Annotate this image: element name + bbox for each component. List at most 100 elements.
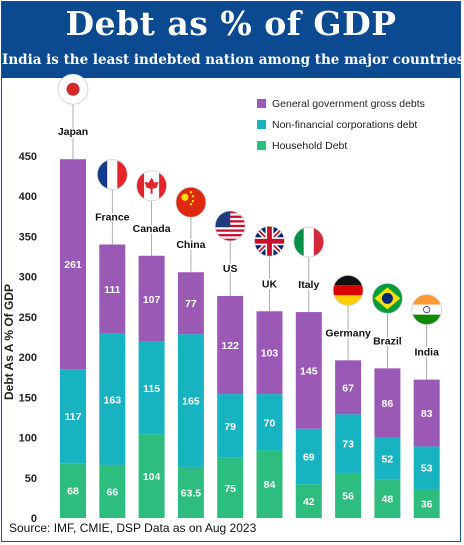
germany-flag-ring bbox=[332, 274, 364, 306]
data-label-us-general-government-gross-debts: 122 bbox=[221, 340, 239, 352]
japan-flag-ring bbox=[57, 73, 89, 105]
bar-segment-brazil-household-debt bbox=[374, 479, 401, 518]
bar-segment-uk-non-financial-corporations-debt bbox=[256, 394, 283, 451]
data-label-canada-household-debt: 104 bbox=[143, 471, 161, 483]
data-label-brazil-general-government-gross-debts: 86 bbox=[382, 398, 394, 410]
bar-segment-india-household-debt bbox=[413, 489, 440, 518]
legend-label-household-debt: Household Debt bbox=[272, 140, 347, 152]
y-tick-label: 100 bbox=[19, 433, 37, 445]
data-label-india-general-government-gross-debts: 83 bbox=[421, 408, 433, 420]
us-flag-ring bbox=[214, 210, 246, 242]
bar-segment-canada-non-financial-corporations-debt bbox=[138, 341, 165, 435]
canada-flag-ring bbox=[136, 170, 168, 202]
data-label-brazil-household-debt: 48 bbox=[382, 494, 394, 506]
us-flag-icon bbox=[215, 210, 246, 241]
legend-label-non-financial-corporations-debt: Non-financial corporations debt bbox=[272, 119, 417, 131]
data-label-us-non-financial-corporations-debt: 79 bbox=[224, 421, 236, 433]
country-label-canada: Canada bbox=[133, 223, 171, 235]
country-label-germany: Germany bbox=[325, 327, 371, 339]
data-label-uk-general-government-gross-debts: 103 bbox=[261, 348, 279, 360]
source-note: Source: IMF, CMIE, DSP Data as on Aug 20… bbox=[9, 521, 257, 535]
bar-segment-india-non-financial-corporations-debt bbox=[413, 446, 440, 490]
data-label-china-non-financial-corporations-debt: 165 bbox=[182, 396, 200, 408]
y-tick-label: 450 bbox=[19, 151, 37, 163]
country-label-brazil: Brazil bbox=[373, 335, 402, 347]
bar-segment-france-household-debt bbox=[99, 464, 126, 518]
india-flag-icon bbox=[411, 294, 442, 325]
country-label-uk: UK bbox=[262, 278, 278, 290]
bar-segment-uk-general-government-gross-debts bbox=[256, 311, 283, 395]
country-label-us: US bbox=[223, 263, 238, 275]
bar-segment-france-non-financial-corporations-debt bbox=[99, 333, 126, 465]
france-flag-icon bbox=[97, 159, 128, 190]
country-label-japan: Japan bbox=[58, 126, 88, 138]
data-label-germany-household-debt: 56 bbox=[342, 490, 354, 502]
page-title: Debt as % of GDP bbox=[65, 4, 397, 43]
brazil-flag-ring bbox=[371, 282, 403, 314]
canada-flag-icon bbox=[136, 170, 167, 201]
data-label-japan-household-debt: 68 bbox=[67, 486, 79, 498]
bar-segment-china-household-debt bbox=[177, 466, 204, 518]
data-label-japan-general-government-gross-debts: 261 bbox=[64, 259, 82, 271]
legend-swatch-household-debt bbox=[257, 141, 266, 150]
bar-segment-italy-non-financial-corporations-debt bbox=[295, 428, 322, 485]
data-label-uk-non-financial-corporations-debt: 70 bbox=[264, 417, 276, 429]
uk-flag-ring bbox=[254, 225, 285, 257]
bar-segment-china-non-financial-corporations-debt bbox=[177, 334, 204, 467]
bar-segment-japan-general-government-gross-debts bbox=[60, 159, 86, 370]
bar-segment-germany-non-financial-corporations-debt bbox=[335, 414, 362, 473]
data-label-italy-non-financial-corporations-debt: 69 bbox=[303, 451, 315, 463]
bar-segment-canada-general-government-gross-debts bbox=[138, 255, 165, 342]
data-label-france-non-financial-corporations-debt: 163 bbox=[104, 394, 122, 406]
y-tick-label: 200 bbox=[19, 352, 37, 364]
bar-segment-japan-non-financial-corporations-debt bbox=[60, 369, 86, 464]
data-label-germany-non-financial-corporations-debt: 73 bbox=[342, 439, 354, 451]
y-tick-label: 50 bbox=[25, 473, 37, 485]
data-label-us-household-debt: 75 bbox=[224, 483, 236, 495]
legend-swatch-general-government-gross-debts bbox=[257, 99, 266, 108]
bar-segment-uk-household-debt bbox=[256, 450, 283, 518]
country-label-italy: Italy bbox=[298, 279, 319, 291]
data-label-china-household-debt: 63.5 bbox=[181, 487, 202, 499]
data-label-canada-non-financial-corporations-debt: 115 bbox=[143, 383, 160, 395]
bar-segment-france-general-government-gross-debts bbox=[99, 244, 126, 334]
data-label-italy-household-debt: 42 bbox=[303, 496, 315, 508]
y-axis-label: Debt As A % Of GDP bbox=[2, 284, 16, 400]
data-label-brazil-non-financial-corporations-debt: 52 bbox=[382, 453, 394, 465]
china-flag-ring bbox=[175, 186, 207, 218]
bar-segment-us-non-financial-corporations-debt bbox=[217, 394, 244, 458]
title-banner: Debt as % of GDP India is the least inde… bbox=[2, 2, 464, 78]
y-tick-label: 0 bbox=[31, 513, 37, 525]
data-label-uk-household-debt: 84 bbox=[264, 479, 276, 491]
bar-segment-brazil-general-government-gross-debts bbox=[374, 368, 401, 438]
data-label-canada-general-government-gross-debts: 107 bbox=[143, 294, 161, 306]
legend-swatch-non-financial-corporations-debt bbox=[257, 120, 266, 129]
data-label-india-household-debt: 36 bbox=[421, 499, 433, 511]
china-flag-icon bbox=[175, 187, 206, 218]
india-flag-ring bbox=[411, 294, 443, 326]
y-tick-label: 300 bbox=[19, 272, 37, 284]
data-label-france-general-government-gross-debts: 111 bbox=[104, 284, 121, 296]
bar-segment-japan-household-debt bbox=[60, 463, 86, 518]
data-label-france-household-debt: 66 bbox=[106, 486, 118, 498]
data-label-india-non-financial-corporations-debt: 53 bbox=[421, 463, 433, 475]
bar-segment-germany-general-government-gross-debts bbox=[335, 360, 362, 415]
country-label-india: India bbox=[414, 347, 439, 359]
brazil-flag-icon bbox=[372, 283, 403, 314]
italy-flag-icon bbox=[293, 227, 324, 258]
page-subtitle: India is the least indebted nation among… bbox=[2, 52, 464, 68]
bar-segment-canada-household-debt bbox=[138, 434, 165, 518]
germany-flag-icon bbox=[333, 275, 364, 306]
y-tick-label: 350 bbox=[19, 231, 37, 243]
y-tick-label: 150 bbox=[19, 392, 37, 404]
y-tick-label: 400 bbox=[19, 191, 37, 203]
legend-label-general-government-gross-debts: General government gross debts bbox=[272, 98, 425, 110]
country-label-china: China bbox=[176, 239, 205, 251]
y-tick-label: 250 bbox=[19, 312, 37, 324]
bar-segment-italy-household-debt bbox=[295, 484, 322, 518]
bar-segment-italy-general-government-gross-debts bbox=[295, 312, 322, 429]
italy-flag-ring bbox=[293, 226, 325, 258]
data-label-italy-general-government-gross-debts: 145 bbox=[300, 365, 318, 377]
bar-segment-china-general-government-gross-debts bbox=[177, 272, 204, 335]
